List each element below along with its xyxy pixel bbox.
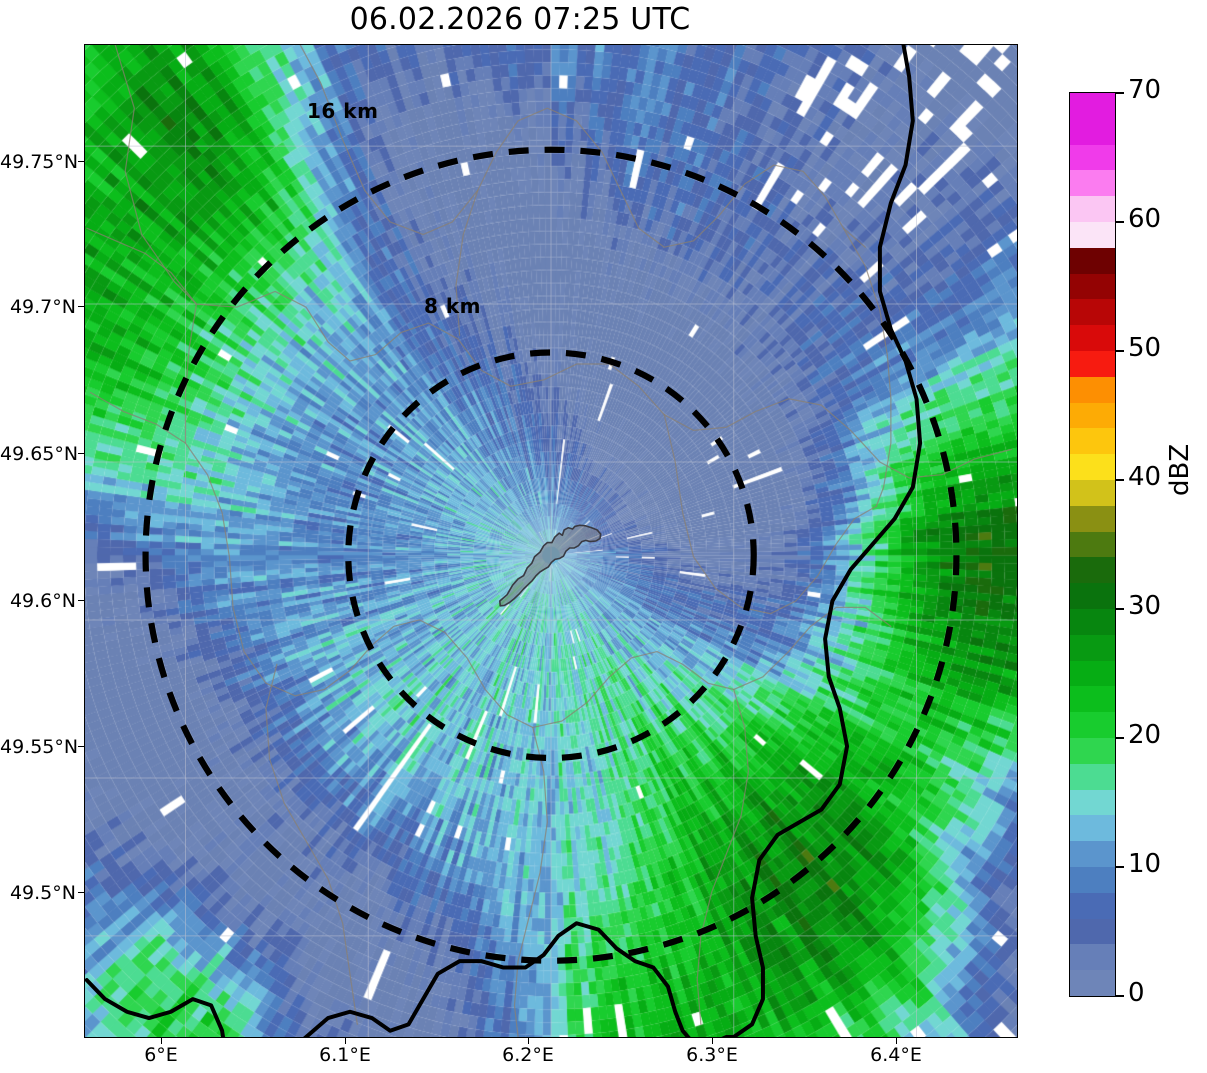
ytick-label-495: 49.5°N	[9, 882, 76, 904]
ytick-mark	[78, 892, 84, 894]
range-ring-label-8km: 8 km	[424, 294, 482, 318]
range-ring-16km	[142, 146, 960, 964]
ytick-label-4955: 49.55°N	[0, 736, 79, 758]
range-ring-8km	[345, 349, 757, 762]
xtick-mark	[712, 1038, 714, 1044]
colorbar-segment	[1070, 583, 1115, 609]
colorbar-tick-mark	[1116, 92, 1124, 94]
xtick-label-62e: 6.2°E	[502, 1044, 554, 1066]
ytick-mark	[78, 746, 84, 748]
colorbar-segment	[1070, 93, 1115, 145]
colorbar-segment	[1070, 789, 1115, 816]
region-boundary-line	[663, 398, 1013, 479]
ytick-mark	[78, 453, 84, 455]
colorbar-tick-label-30: 30	[1128, 591, 1162, 621]
colorbar-tick-mark	[1116, 995, 1124, 997]
region-boundary-line	[89, 391, 892, 729]
ytick-label-4975: 49.75°N	[0, 151, 79, 173]
xtick-label-61e: 6.1°E	[319, 1044, 371, 1066]
region-boundary-line	[86, 227, 198, 305]
colorbar-segment	[1070, 918, 1115, 945]
colorbar-segment	[1070, 376, 1115, 403]
colorbar-tick-mark	[1116, 608, 1124, 610]
region-boundary-line	[663, 414, 877, 615]
ytick-mark	[78, 161, 84, 163]
xtick-mark	[345, 1038, 347, 1044]
colorbar-segment	[1070, 428, 1115, 455]
colorbar-segment	[1070, 325, 1115, 351]
xtick-mark	[896, 1038, 898, 1044]
colorbar-axis-label: dBZ	[1165, 443, 1195, 496]
colorbar-tick-label-20: 20	[1128, 720, 1162, 750]
colorbar-segment	[1070, 944, 1115, 971]
colorbar-segment	[1070, 273, 1115, 300]
colorbar[interactable]	[1069, 92, 1116, 997]
colorbar-tick-label-0: 0	[1128, 978, 1145, 1008]
ytick-label-497: 49.7°N	[9, 296, 76, 318]
colorbar-segment	[1070, 815, 1115, 842]
colorbar-segment	[1070, 170, 1115, 197]
colorbar-segment	[1070, 196, 1115, 222]
xtick-label-6e: 6°E	[144, 1044, 178, 1066]
region-boundary-line	[842, 227, 892, 507]
xtick-label-64e: 6.4°E	[870, 1044, 922, 1066]
colorbar-segment	[1070, 712, 1115, 738]
colorbar-segment	[1070, 402, 1115, 429]
colorbar-segment	[1070, 531, 1115, 558]
region-boundary-line	[455, 189, 479, 337]
xtick-mark	[161, 1038, 163, 1044]
colorbar-segment	[1070, 144, 1115, 171]
colorbar-segment	[1070, 970, 1115, 996]
region-boundary-line	[114, 45, 665, 416]
city-boundary-polygon	[499, 524, 602, 607]
region-boundary-line	[265, 663, 358, 1025]
colorbar-segment	[1070, 634, 1115, 661]
geographic-borders	[85, 45, 1013, 1037]
colorbar-tick-label-60: 60	[1128, 204, 1162, 234]
ytick-mark	[78, 600, 84, 602]
colorbar-segment	[1070, 763, 1115, 790]
colorbar-segment	[1070, 454, 1115, 480]
colorbar-tick-label-50: 50	[1128, 333, 1162, 363]
range-ring-label-16km: 16 km	[307, 99, 379, 123]
colorbar-segment	[1070, 660, 1115, 687]
radar-plot-area[interactable]	[84, 44, 1018, 1038]
map-overlay	[85, 45, 1017, 1037]
ytick-label-496: 49.6°N	[9, 590, 76, 612]
colorbar-segment	[1070, 479, 1115, 506]
colorbar-tick-mark	[1116, 866, 1124, 868]
colorbar-segment	[1070, 608, 1115, 635]
colorbar-tick-mark	[1116, 737, 1124, 739]
colorbar-tick-mark	[1116, 479, 1124, 481]
colorbar-segment	[1070, 686, 1115, 713]
colorbar-tick-label-40: 40	[1128, 462, 1162, 492]
country-border-south	[85, 921, 736, 1037]
colorbar-tick-label-10: 10	[1128, 849, 1162, 879]
grid-lines	[85, 45, 1017, 1037]
region-boundary-line	[299, 45, 866, 248]
country-border-east	[731, 45, 923, 1037]
colorbar-tick-mark	[1116, 221, 1124, 223]
region-boundary-line	[696, 688, 750, 1025]
page-title: 06.02.2026 07:25 UTC	[349, 2, 691, 37]
ytick-mark	[78, 306, 84, 308]
colorbar-segment	[1070, 350, 1115, 377]
colorbar-segment	[1070, 737, 1115, 764]
colorbar-tick-mark	[1116, 350, 1124, 352]
xtick-label-63e: 6.3°E	[686, 1044, 738, 1066]
colorbar-tick-label-70: 70	[1128, 75, 1162, 105]
colorbar-segment	[1070, 299, 1115, 326]
range-ring-circles	[142, 146, 960, 964]
colorbar-segment	[1070, 557, 1115, 584]
colorbar-segment	[1070, 866, 1115, 893]
colorbar-segment	[1070, 892, 1115, 919]
colorbar-segment	[1070, 221, 1115, 248]
region-boundary-line	[513, 726, 548, 1037]
colorbar-segment	[1070, 841, 1115, 867]
ytick-label-4965: 49.65°N	[0, 443, 79, 465]
colorbar-segment	[1070, 505, 1115, 532]
colorbar-segment	[1070, 247, 1115, 274]
region-boundary-line	[184, 303, 198, 444]
xtick-mark	[528, 1038, 530, 1044]
